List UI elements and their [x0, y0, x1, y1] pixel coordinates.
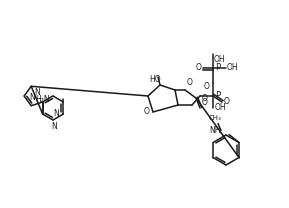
Text: O: O [187, 78, 193, 87]
Text: HO: HO [149, 75, 161, 84]
Text: H₂N: H₂N [35, 94, 49, 104]
Text: O: O [202, 98, 208, 107]
Text: N: N [34, 88, 40, 97]
Text: P: P [215, 92, 220, 100]
Text: O: O [195, 63, 201, 73]
Text: OH: OH [215, 104, 227, 113]
Text: O: O [204, 82, 210, 91]
Text: OH: OH [214, 55, 226, 64]
Text: OH: OH [227, 63, 239, 73]
Text: P: P [215, 63, 220, 73]
Text: N: N [29, 93, 35, 102]
Text: O: O [224, 98, 230, 106]
Text: NH: NH [210, 126, 221, 135]
Text: N: N [51, 122, 57, 131]
Text: N: N [54, 109, 60, 119]
Text: CH₃: CH₃ [209, 115, 221, 121]
Text: O: O [202, 94, 208, 103]
Text: O: O [143, 106, 149, 115]
